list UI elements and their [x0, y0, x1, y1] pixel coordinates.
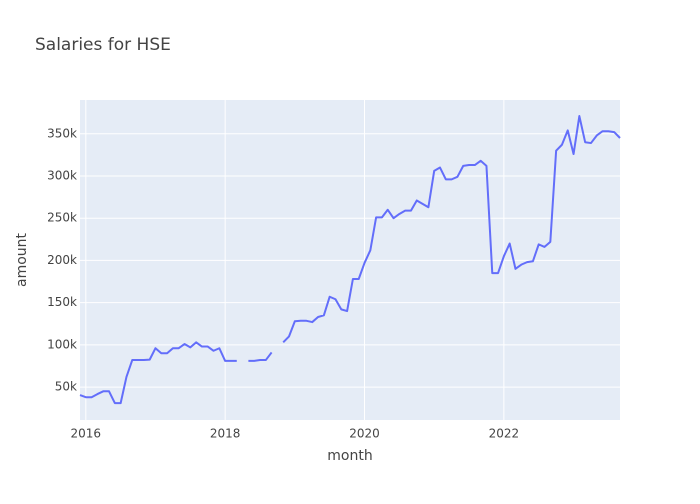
- x-tick-label: 2018: [210, 427, 241, 441]
- x-tick-label: 2016: [71, 427, 102, 441]
- y-tick-label: 100k: [47, 337, 77, 351]
- x-tick-label: 2020: [349, 427, 380, 441]
- y-tick-label: 200k: [47, 253, 77, 267]
- x-tick-label: 2022: [489, 427, 520, 441]
- y-tick-label: 50k: [55, 380, 77, 394]
- y-tick-label: 150k: [47, 295, 77, 309]
- y-axis-title: amount: [14, 232, 30, 287]
- y-tick-label: 250k: [47, 211, 77, 225]
- y-tick-label: 350k: [47, 126, 77, 140]
- chart-title: Salaries for HSE: [35, 35, 171, 55]
- x-axis-title: month: [327, 448, 372, 464]
- data-line: [79, 115, 621, 405]
- y-tick-label: 300k: [47, 168, 77, 182]
